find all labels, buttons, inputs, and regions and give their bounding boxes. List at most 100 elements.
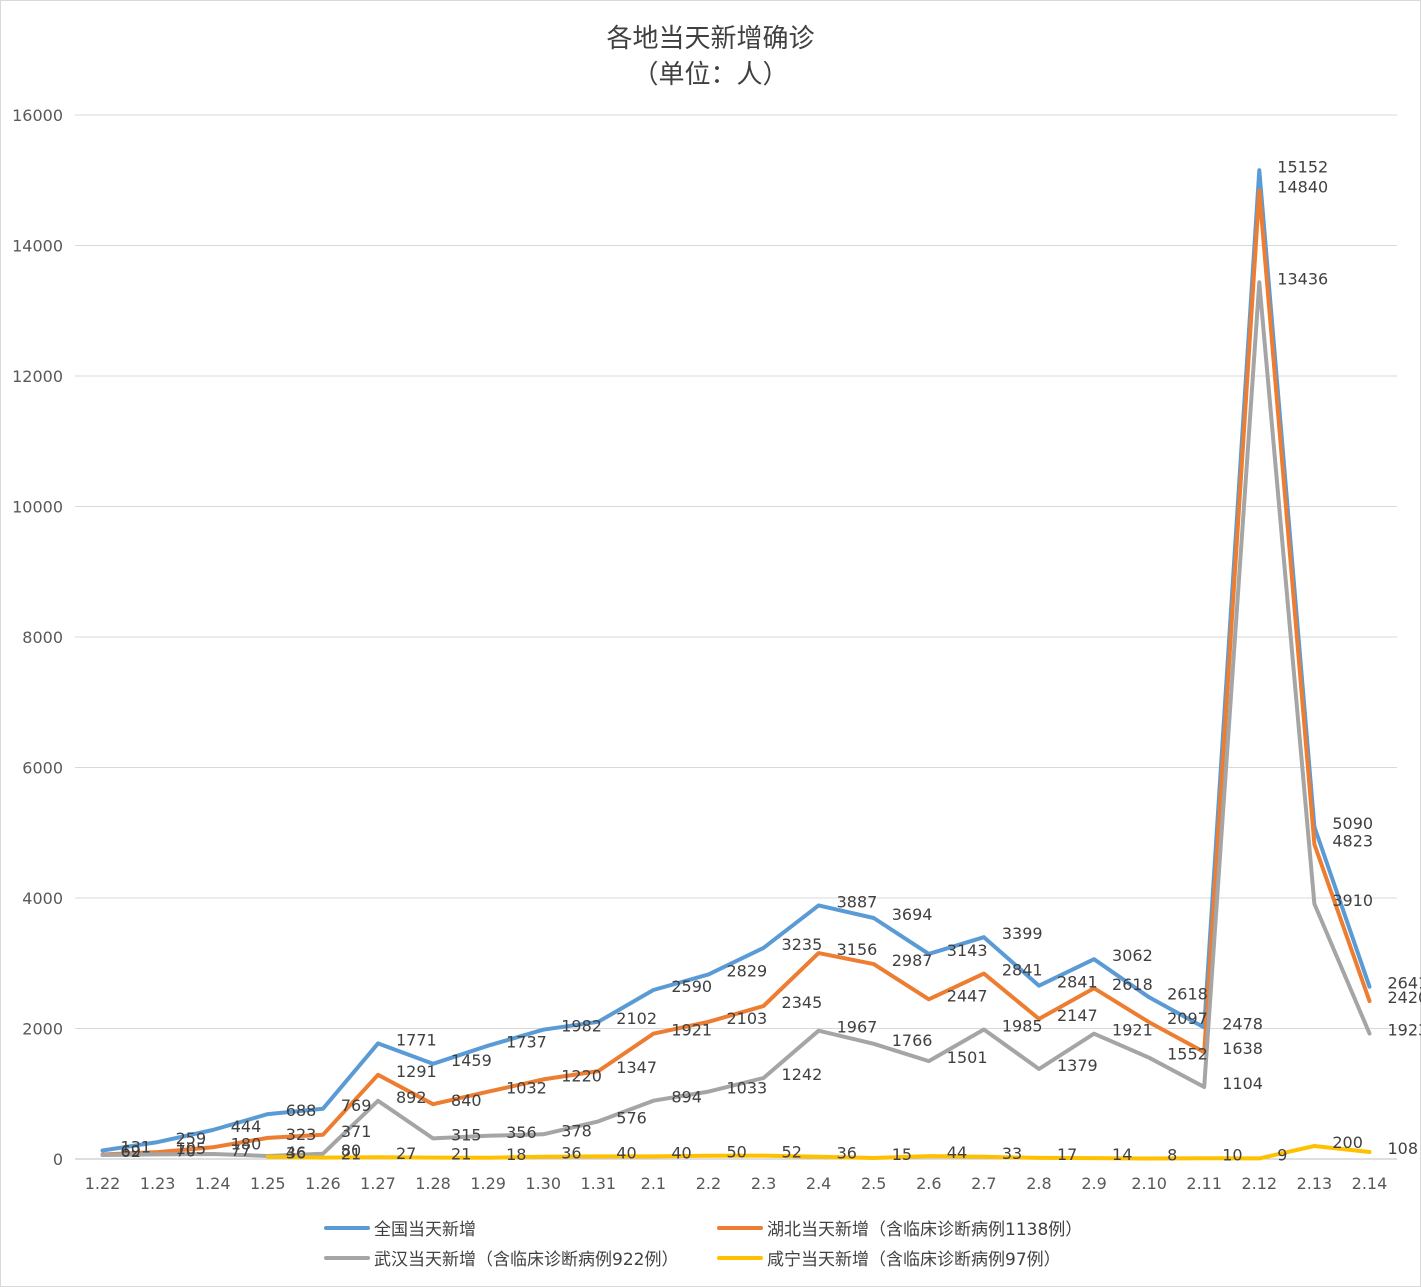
x-tick-label: 2.1 xyxy=(641,1174,666,1193)
data-label: 3887 xyxy=(837,892,878,911)
data-label: 1379 xyxy=(1057,1056,1098,1075)
x-tick-label: 2.12 xyxy=(1241,1174,1277,1193)
data-label: 1638 xyxy=(1222,1039,1263,1058)
x-tick-label: 1.29 xyxy=(470,1174,506,1193)
data-label: 105 xyxy=(176,1139,207,1158)
data-label: 2102 xyxy=(616,1009,657,1028)
x-tick-label: 1.27 xyxy=(360,1174,396,1193)
legend-item: 武汉当天新增（含临床诊断病例922例） xyxy=(324,1245,678,1270)
x-tick-label: 1.28 xyxy=(415,1174,451,1193)
data-label: 3062 xyxy=(1112,946,1153,965)
data-label: 1459 xyxy=(451,1051,492,1070)
data-label: 10 xyxy=(1222,1145,1242,1164)
data-label: 62 xyxy=(121,1142,141,1161)
data-label: 4823 xyxy=(1332,831,1373,850)
data-label: 40 xyxy=(671,1143,691,1162)
legend-swatch xyxy=(717,1225,763,1230)
data-label: 3910 xyxy=(1332,891,1373,910)
x-axis: 1.22 1.23 1.24 1.25 1.26 1.27 1.28 1.29 1.30 1.31… xyxy=(85,1174,1388,1193)
data-label: 44 xyxy=(947,1143,967,1162)
x-tick-label: 2.5 xyxy=(861,1174,886,1193)
data-label: 3399 xyxy=(1002,924,1043,943)
data-label: 1985 xyxy=(1002,1016,1043,1035)
data-label: 1921 xyxy=(671,1021,712,1040)
data-label: 3235 xyxy=(782,935,823,954)
data-label: 444 xyxy=(231,1117,262,1136)
x-tick-label: 2.2 xyxy=(696,1174,721,1193)
data-label: 1242 xyxy=(782,1065,823,1084)
data-label: 21 xyxy=(341,1145,361,1164)
data-label: 2097 xyxy=(1167,1009,1208,1028)
y-tick-label: 14000 xyxy=(12,237,63,256)
legend-label: 武汉当天新增（含临床诊断病例922例） xyxy=(374,1250,679,1270)
x-tick-label: 1.24 xyxy=(195,1174,231,1193)
legend-swatch xyxy=(324,1225,370,1230)
data-label: 3156 xyxy=(837,940,878,959)
data-label: 15 xyxy=(892,1145,912,1164)
data-label: 27 xyxy=(396,1144,416,1163)
series-line-2 xyxy=(100,280,1372,1158)
data-label: 2618 xyxy=(1112,975,1153,994)
x-tick-label: 2.8 xyxy=(1026,1174,1051,1193)
data-label: 131 xyxy=(121,1137,152,1156)
data-label: 1982 xyxy=(561,1017,602,1036)
y-tick-label: 2000 xyxy=(22,1020,63,1039)
data-label: 40 xyxy=(616,1143,636,1162)
data-label: 33 xyxy=(1002,1144,1022,1163)
series-line-3 xyxy=(265,1144,1372,1161)
data-label: 5090 xyxy=(1332,814,1373,833)
legend-label: 全国当天新增 xyxy=(374,1220,476,1240)
data-label: 1291 xyxy=(396,1062,437,1081)
data-label: 1552 xyxy=(1167,1045,1208,1064)
data-label: 378 xyxy=(561,1121,592,1140)
data-label: 36 xyxy=(837,1144,857,1163)
data-label: 840 xyxy=(451,1091,482,1110)
data-label: 356 xyxy=(506,1123,537,1142)
x-tick-label: 1.26 xyxy=(305,1174,341,1193)
data-label: 1771 xyxy=(396,1030,437,1049)
data-label: 576 xyxy=(616,1108,647,1127)
data-label: 2829 xyxy=(726,961,767,980)
data-label: 2420 xyxy=(1387,988,1421,1007)
data-label: 688 xyxy=(286,1101,317,1120)
legend-swatch xyxy=(324,1255,370,1260)
series-line-1 xyxy=(100,188,1372,1157)
x-tick-label: 1.23 xyxy=(140,1174,176,1193)
data-label: 894 xyxy=(671,1088,702,1107)
data-label: 17 xyxy=(1057,1145,1077,1164)
data-label: 259 xyxy=(176,1129,207,1148)
x-tick-label: 2.11 xyxy=(1186,1174,1222,1193)
data-label: 15152 xyxy=(1277,157,1328,176)
data-label: 14 xyxy=(1112,1145,1132,1164)
data-label: 2478 xyxy=(1222,1015,1263,1034)
x-tick-label: 1.30 xyxy=(525,1174,561,1193)
x-tick-label: 1.25 xyxy=(250,1174,286,1193)
data-label: 50 xyxy=(726,1143,746,1162)
data-label: 18 xyxy=(506,1145,526,1164)
data-label: 2841 xyxy=(1002,961,1043,980)
x-tick-label: 2.10 xyxy=(1131,1174,1167,1193)
data-label: 315 xyxy=(451,1125,482,1144)
data-label: 2641 xyxy=(1387,974,1421,993)
data-label: 180 xyxy=(231,1134,262,1153)
data-label: 1737 xyxy=(506,1033,547,1052)
data-label: 2590 xyxy=(671,977,712,996)
data-label: 21 xyxy=(451,1145,471,1164)
y-tick-label: 0 xyxy=(53,1150,63,1169)
y-tick-label: 10000 xyxy=(12,498,63,517)
data-label: 14840 xyxy=(1277,178,1328,197)
data-label: 2987 xyxy=(892,951,933,970)
legend-swatch xyxy=(717,1255,763,1260)
data-label: 2147 xyxy=(1057,1006,1098,1025)
y-tick-label: 4000 xyxy=(22,889,63,908)
chart-title: 各地当天新增确诊 xyxy=(606,24,815,54)
data-label: 2345 xyxy=(782,993,823,1012)
y-tick-label: 12000 xyxy=(12,367,63,386)
data-label: 9 xyxy=(1277,1145,1287,1164)
data-label: 36 xyxy=(286,1144,306,1163)
series-line-0 xyxy=(100,168,1372,1153)
data-label: 2841 xyxy=(1057,973,1098,992)
